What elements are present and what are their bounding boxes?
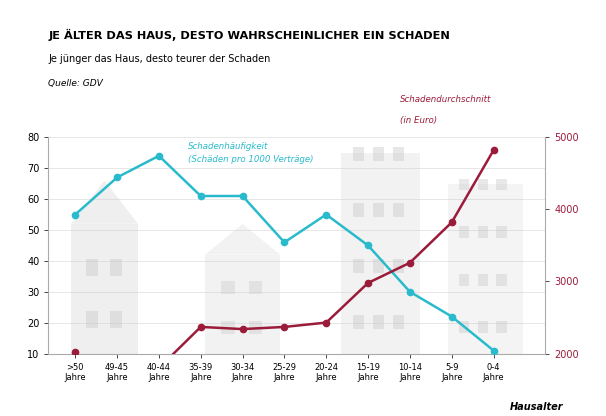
FancyBboxPatch shape [478,178,488,191]
Text: Schadenhäufigkeit: Schadenhäufigkeit [188,142,268,151]
FancyBboxPatch shape [205,255,280,354]
FancyBboxPatch shape [86,311,98,328]
FancyBboxPatch shape [496,226,507,238]
FancyBboxPatch shape [110,259,122,276]
FancyBboxPatch shape [110,311,122,328]
Text: Schadendurchschnitt: Schadendurchschnitt [400,95,491,104]
FancyBboxPatch shape [353,315,364,329]
FancyBboxPatch shape [459,226,470,238]
FancyBboxPatch shape [353,203,364,217]
Text: Hausalter: Hausalter [510,402,564,412]
FancyBboxPatch shape [71,224,138,354]
FancyBboxPatch shape [248,281,262,294]
Text: (in Euro): (in Euro) [400,116,437,125]
Polygon shape [71,181,138,224]
FancyBboxPatch shape [496,274,507,286]
FancyBboxPatch shape [393,203,404,217]
FancyBboxPatch shape [496,321,507,333]
FancyBboxPatch shape [478,226,488,238]
FancyBboxPatch shape [447,183,523,354]
FancyBboxPatch shape [478,321,488,333]
FancyBboxPatch shape [373,203,384,217]
FancyBboxPatch shape [478,274,488,286]
FancyBboxPatch shape [393,147,404,161]
Polygon shape [205,224,280,255]
FancyBboxPatch shape [459,321,470,333]
FancyBboxPatch shape [393,315,404,329]
FancyBboxPatch shape [341,153,421,354]
FancyBboxPatch shape [459,274,470,286]
FancyBboxPatch shape [459,178,470,191]
FancyBboxPatch shape [221,321,235,334]
FancyBboxPatch shape [221,281,235,294]
FancyBboxPatch shape [248,321,262,334]
FancyBboxPatch shape [86,259,98,276]
FancyBboxPatch shape [353,259,364,273]
FancyBboxPatch shape [496,178,507,191]
Text: Je jünger das Haus, desto teurer der Schaden: Je jünger das Haus, desto teurer der Sch… [48,54,271,64]
Text: (Schäden pro 1000 Verträge): (Schäden pro 1000 Verträge) [188,155,314,163]
FancyBboxPatch shape [373,147,384,161]
Text: Quelle: GDV: Quelle: GDV [48,79,103,88]
FancyBboxPatch shape [373,315,384,329]
FancyBboxPatch shape [353,147,364,161]
FancyBboxPatch shape [373,259,384,273]
Text: JE ÄLTER DAS HAUS, DESTO WAHRSCHEINLICHER EIN SCHADEN: JE ÄLTER DAS HAUS, DESTO WAHRSCHEINLICHE… [48,29,450,41]
FancyBboxPatch shape [393,259,404,273]
